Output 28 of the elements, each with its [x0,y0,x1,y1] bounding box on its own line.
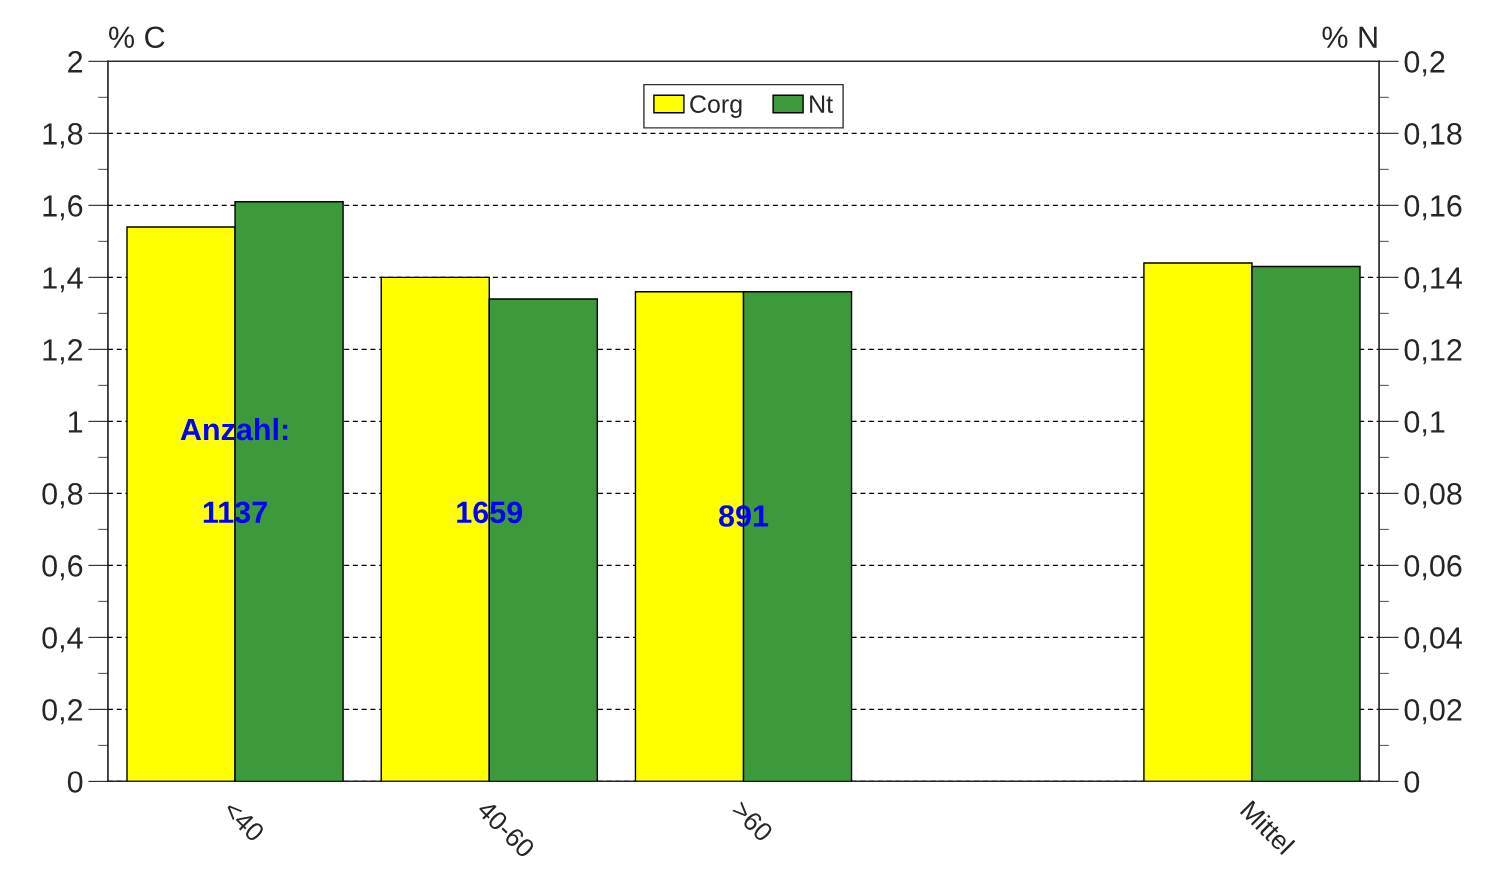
y2-tick-label: 0,08 [1404,483,1462,509]
y-tick-label: 0,4 [42,627,83,653]
y-tick-label: 0,8 [42,483,83,509]
y2-axis-title: % N [1322,26,1377,48]
y-tick-label: 1,8 [43,123,83,149]
y-tick-label: 0 [67,771,83,793]
y-tick-label: 1,6 [43,195,83,221]
y-tick-label: 2 [68,51,83,73]
legend-label: Corg [690,95,742,118]
y2-tick-label: 0,12 [1404,339,1462,365]
y-tick-label: 0,2 [42,699,83,725]
y2-tick-label: 0,16 [1404,195,1462,221]
y2-tick-label: 0,2 [1404,51,1445,77]
y-tick-label: 0,6 [42,555,83,581]
y2-tick-label: 0,04 [1404,627,1462,653]
y2-tick-label: 0,06 [1404,555,1462,581]
y-tick-label: 1 [68,411,83,433]
y2-tick-label: 0,02 [1404,699,1462,725]
y2-tick-label: 0,1 [1404,411,1445,437]
x-tick-label: <40 [222,799,266,843]
y-axis-title: % C [109,26,165,49]
y2-tick-label: 0 [1404,771,1420,793]
legend-label: Nt [810,95,833,113]
y2-tick-label: 0,14 [1404,267,1462,293]
y-tick-label: 1,2 [43,339,83,365]
y-tick-label: 1,4 [43,267,83,293]
y2-tick-label: 0,18 [1404,123,1462,149]
x-tick-label: >60 [730,799,774,843]
